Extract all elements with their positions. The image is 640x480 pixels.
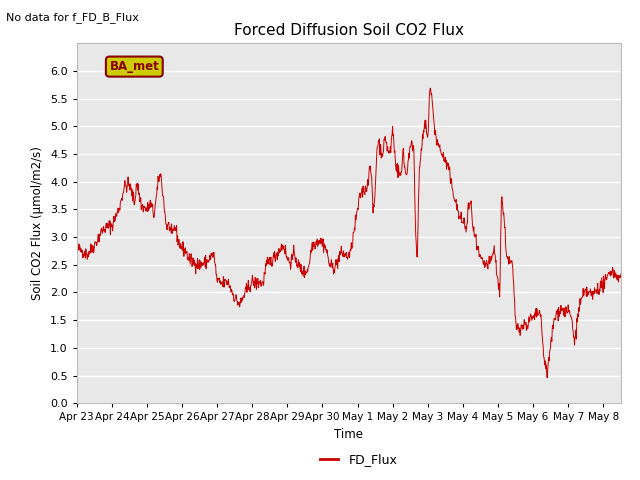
FD_Flux: [73, 243, 81, 249]
X-axis label: Time: Time: [334, 428, 364, 441]
Line: FD_Flux: FD_Flux: [77, 88, 621, 378]
Y-axis label: Soil CO2 Flux (μmol/m2/s): Soil CO2 Flux (μmol/m2/s): [31, 146, 44, 300]
FD_Flux: [426, 85, 434, 91]
FD_Flux: [256, 281, 264, 287]
Title: Forced Diffusion Soil CO2 Flux: Forced Diffusion Soil CO2 Flux: [234, 23, 464, 38]
Text: BA_met: BA_met: [109, 60, 159, 73]
FD_Flux: [164, 219, 172, 225]
FD_Flux: [543, 375, 551, 381]
FD_Flux: [617, 271, 625, 277]
FD_Flux: [309, 247, 317, 253]
FD_Flux: [370, 204, 378, 210]
FD_Flux: [359, 194, 367, 200]
FD_Flux: [145, 201, 153, 207]
Legend: FD_Flux: FD_Flux: [315, 448, 402, 471]
Text: No data for f_FD_B_Flux: No data for f_FD_B_Flux: [6, 12, 140, 23]
